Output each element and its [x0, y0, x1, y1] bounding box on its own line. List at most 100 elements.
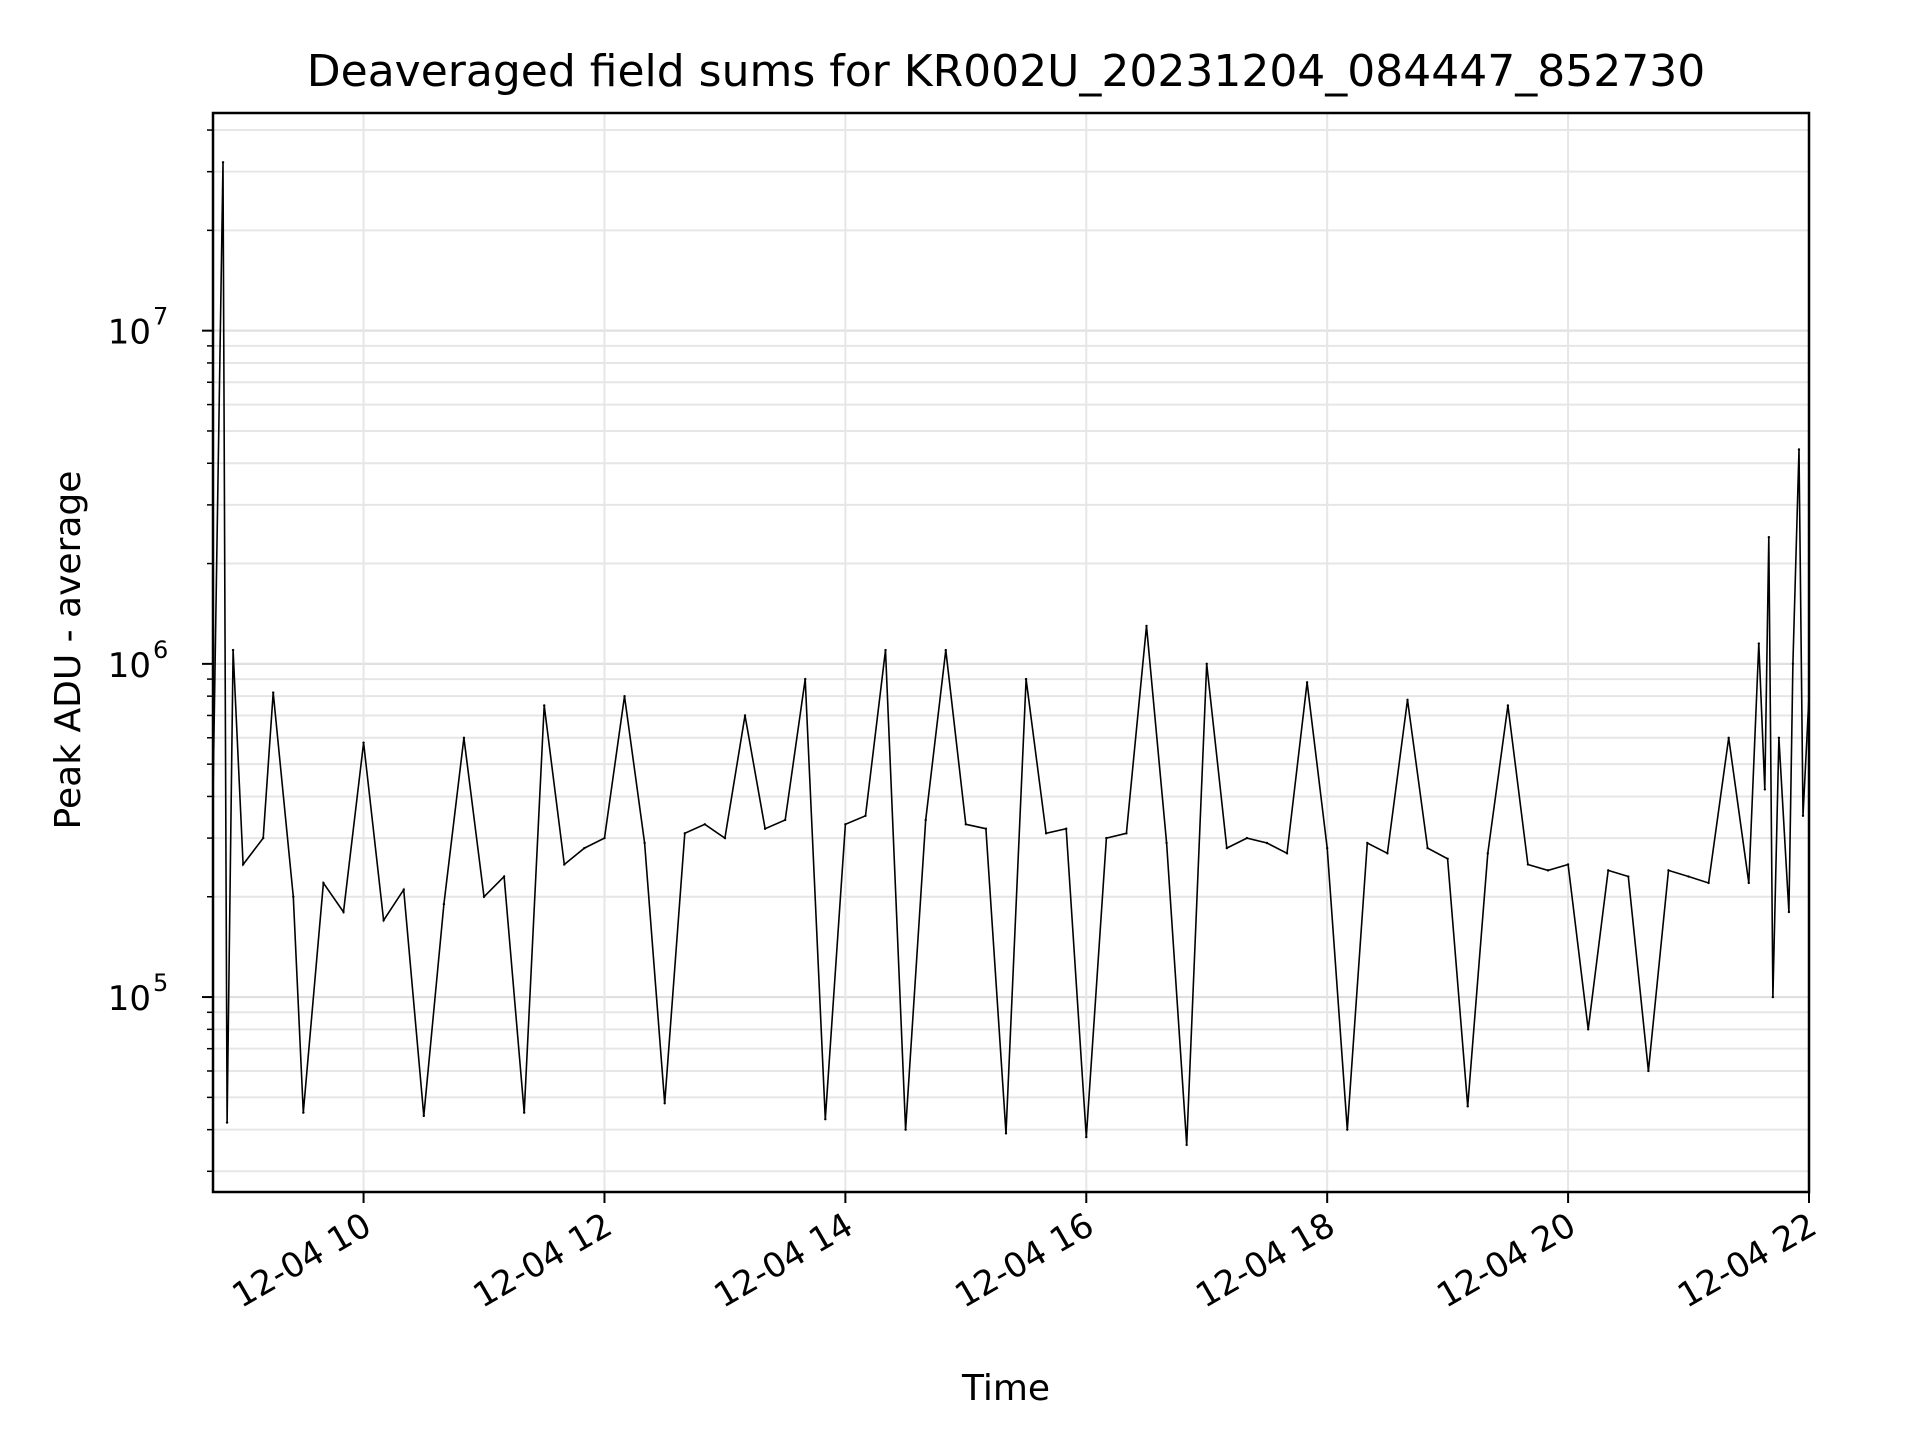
data-point: [322, 881, 325, 885]
data-point: [1044, 832, 1048, 835]
data-point: [1406, 698, 1409, 702]
data-point: [1466, 1105, 1469, 1108]
data-point: [663, 1102, 666, 1105]
data-point: [1546, 869, 1550, 872]
data-point: [1305, 681, 1309, 684]
y-tick-label: 10: [108, 646, 151, 686]
data-point: [1085, 1135, 1088, 1139]
data-point: [1446, 857, 1449, 860]
data-point: [422, 1114, 425, 1118]
data-point: [221, 161, 225, 164]
data-layer: [211, 161, 1811, 1147]
data-point: [1486, 852, 1489, 855]
data-point: [1386, 852, 1389, 855]
data-point: [783, 818, 787, 822]
data-point: [964, 823, 968, 826]
data-point: [984, 827, 988, 830]
data-point: [362, 741, 365, 744]
data-point: [683, 832, 686, 835]
data-point: [763, 827, 767, 830]
data-point: [1065, 827, 1068, 830]
data-point: [1526, 863, 1530, 866]
data-point: [1165, 841, 1168, 845]
data-point: [442, 902, 446, 906]
data-point: [703, 823, 707, 826]
data-point: [1325, 846, 1329, 850]
data-point: [1647, 1069, 1650, 1073]
data-point: [1801, 814, 1805, 817]
data-point: [1346, 1128, 1349, 1131]
data-point: [292, 895, 295, 898]
data-point: [1426, 846, 1429, 850]
data-point: [583, 846, 586, 850]
y-tick-exponent: 6: [153, 636, 168, 664]
data-point: [1004, 1132, 1008, 1135]
data-point: [563, 863, 566, 866]
data-point: [522, 1111, 526, 1114]
data-point: [402, 888, 405, 891]
y-tick-label: 10: [108, 979, 151, 1019]
data-point: [1747, 881, 1750, 885]
y-axis-label: Peak ADU - average: [48, 471, 89, 830]
data-point: [1763, 788, 1767, 791]
y-tick-label: 10: [108, 313, 151, 353]
x-axis-label: Time: [961, 1368, 1050, 1409]
data-point: [904, 1128, 907, 1131]
data-point: [1771, 995, 1775, 999]
data-point: [1265, 841, 1269, 845]
data-point: [502, 875, 506, 878]
data-point: [1797, 448, 1801, 451]
data-point: [1185, 1143, 1188, 1147]
data-point: [1366, 841, 1369, 845]
data-point: [1225, 846, 1229, 850]
data-point: [623, 694, 626, 698]
data-point: [1285, 852, 1289, 855]
data-point: [844, 823, 847, 826]
data-point: [1566, 863, 1570, 866]
data-point: [1245, 836, 1249, 840]
data-point: [1205, 662, 1208, 666]
data-point: [302, 1111, 305, 1114]
plot-frame: [211, 111, 1811, 1194]
data-point: [1145, 624, 1148, 628]
data-point: [382, 919, 385, 922]
data-point: [231, 648, 235, 652]
data-point: [482, 895, 486, 898]
data-point: [1787, 910, 1791, 914]
data-point: [342, 910, 345, 914]
data-point: [1767, 535, 1771, 539]
data-point: [743, 714, 747, 717]
data-point: [462, 736, 466, 739]
data-point: [1687, 875, 1690, 878]
y-tick-exponent: 7: [153, 303, 168, 331]
data-point: [1105, 836, 1108, 840]
grid: [213, 113, 1810, 1192]
data-point: [543, 704, 546, 707]
data-point: [225, 1121, 229, 1124]
data-point: [1757, 642, 1761, 645]
data-point: [824, 1117, 827, 1121]
data-point: [864, 814, 867, 817]
data-point: [924, 818, 927, 822]
data-point: [1791, 662, 1795, 666]
data-point: [1627, 875, 1630, 878]
data-point: [1707, 881, 1710, 885]
data-point: [1506, 704, 1510, 707]
data-point: [241, 863, 245, 866]
data-point: [1586, 1028, 1590, 1031]
data-point: [261, 836, 265, 840]
data-point: [1125, 832, 1128, 835]
data-point: [944, 648, 947, 652]
data-point: [603, 836, 606, 840]
data-point: [884, 648, 887, 652]
data-point: [643, 841, 646, 845]
data-point: [1024, 677, 1028, 681]
data-point: [723, 836, 727, 840]
data-point: [1607, 869, 1610, 872]
y-tick-exponent: 5: [153, 969, 168, 997]
data-point: [1727, 736, 1730, 739]
data-point: [1777, 736, 1781, 739]
data-point: [804, 677, 807, 681]
